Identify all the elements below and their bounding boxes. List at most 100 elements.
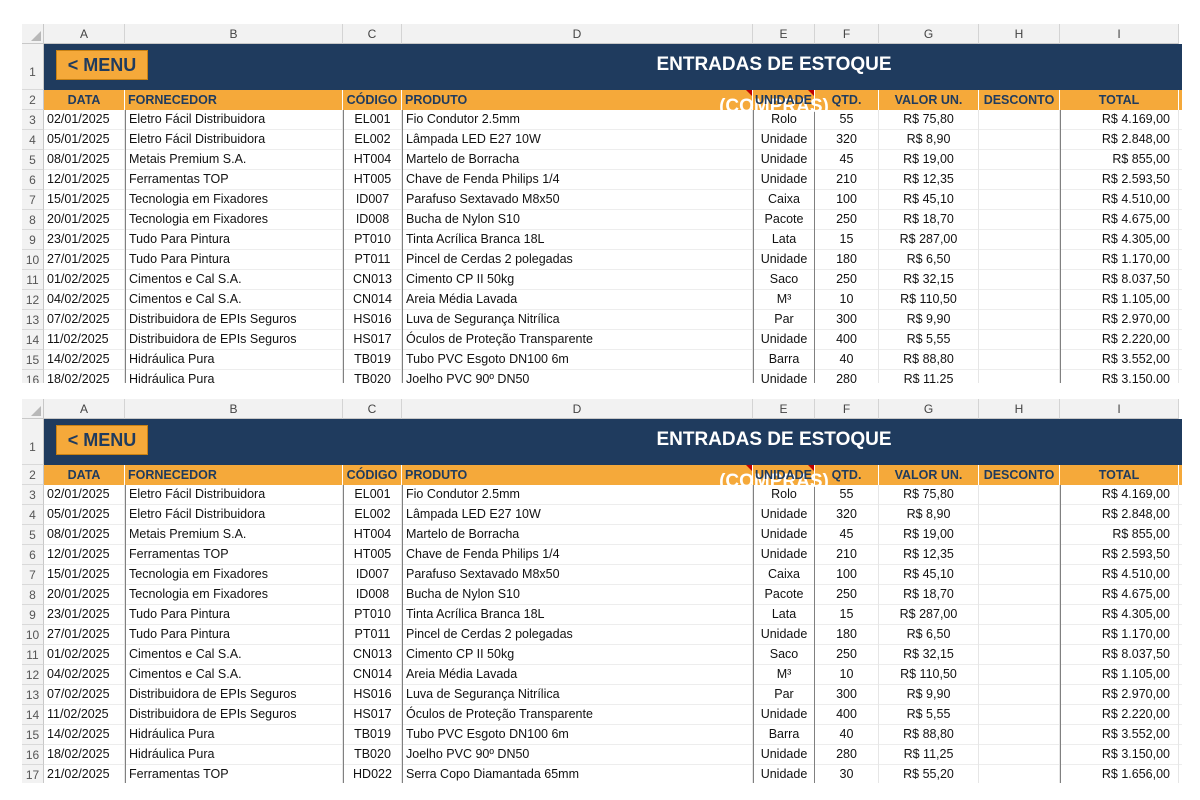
cell-valor-un[interactable]: R$ 5,55 <box>879 705 979 725</box>
cell-data[interactable]: 27/01/2025 <box>44 250 125 270</box>
cell-unidade[interactable]: Pacote <box>753 585 815 605</box>
cell-produto[interactable]: Bucha de Nylon S10 <box>402 210 753 230</box>
cell-codigo[interactable]: CN014 <box>343 665 402 685</box>
header-unidade[interactable]: UNIDADE <box>753 465 815 485</box>
cell-desconto[interactable] <box>979 170 1060 190</box>
cell-data[interactable]: 27/01/2025 <box>44 625 125 645</box>
cell-fornecedor[interactable]: Tudo Para Pintura <box>125 230 343 250</box>
cell-total[interactable]: R$ 3.150,00 <box>1060 370 1179 383</box>
cell-unidade[interactable]: Par <box>753 310 815 330</box>
cell-data[interactable]: 04/02/2025 <box>44 665 125 685</box>
column-header-d[interactable]: D <box>402 399 753 419</box>
cell-codigo[interactable]: HD022 <box>343 765 402 783</box>
cell-data[interactable]: 12/01/2025 <box>44 170 125 190</box>
cell-qtd[interactable]: 180 <box>815 250 879 270</box>
cell-data[interactable]: 02/01/2025 <box>44 110 125 130</box>
cell-total[interactable]: R$ 8.037,50 <box>1060 270 1179 290</box>
header-qtd[interactable]: QTD. <box>815 465 879 485</box>
cell-desconto[interactable] <box>979 485 1060 505</box>
row-number[interactable]: 17 <box>22 765 44 783</box>
cell-data[interactable]: 15/01/2025 <box>44 565 125 585</box>
cell-data[interactable]: 05/01/2025 <box>44 130 125 150</box>
cell-fornecedor[interactable]: Tudo Para Pintura <box>125 250 343 270</box>
cell-desconto[interactable] <box>979 545 1060 565</box>
cell-unidade[interactable]: Unidade <box>753 150 815 170</box>
cell-valor-un[interactable]: R$ 8,90 <box>879 505 979 525</box>
cell-total[interactable]: R$ 1.105,00 <box>1060 665 1179 685</box>
cell-total[interactable]: R$ 1.170,00 <box>1060 625 1179 645</box>
cell-qtd[interactable]: 100 <box>815 190 879 210</box>
row-number[interactable]: 14 <box>22 330 44 350</box>
header-produto[interactable]: PRODUTO <box>402 90 753 110</box>
cell-total[interactable]: R$ 2.970,00 <box>1060 685 1179 705</box>
header-desconto[interactable]: DESCONTO <box>979 90 1060 110</box>
cell-qtd[interactable]: 100 <box>815 565 879 585</box>
cell-fornecedor[interactable]: Distribuidora de EPIs Seguros <box>125 310 343 330</box>
cell-qtd[interactable]: 55 <box>815 485 879 505</box>
row-number[interactable]: 5 <box>22 525 44 545</box>
cell-desconto[interactable] <box>979 330 1060 350</box>
cell-unidade[interactable]: M³ <box>753 290 815 310</box>
cell-fornecedor[interactable]: Hidráulica Pura <box>125 370 343 383</box>
cell-total[interactable]: R$ 2.593,50 <box>1060 545 1179 565</box>
cell-fornecedor[interactable]: Hidráulica Pura <box>125 745 343 765</box>
cell-produto[interactable]: Fio Condutor 2.5mm <box>402 485 753 505</box>
cell-codigo[interactable]: PT010 <box>343 230 402 250</box>
cell-unidade[interactable]: Unidade <box>753 625 815 645</box>
cell-total[interactable]: R$ 4.675,00 <box>1060 210 1179 230</box>
column-header-i[interactable]: I <box>1060 399 1179 419</box>
cell-total[interactable]: R$ 1.105,00 <box>1060 290 1179 310</box>
cell-total[interactable]: R$ 1.656,00 <box>1060 765 1179 783</box>
cell-produto[interactable]: Cimento CP II 50kg <box>402 645 753 665</box>
cell-produto[interactable]: Martelo de Borracha <box>402 150 753 170</box>
cell-codigo[interactable]: TB019 <box>343 725 402 745</box>
cell-valor-un[interactable]: R$ 55,20 <box>879 765 979 783</box>
cell-valor-un[interactable]: R$ 287,00 <box>879 605 979 625</box>
header-desconto[interactable]: DESCONTO <box>979 465 1060 485</box>
cell-desconto[interactable] <box>979 525 1060 545</box>
cell-qtd[interactable]: 15 <box>815 605 879 625</box>
cell-unidade[interactable]: Caixa <box>753 565 815 585</box>
cell-data[interactable]: 18/02/2025 <box>44 745 125 765</box>
cell-data[interactable]: 02/01/2025 <box>44 485 125 505</box>
cell-codigo[interactable]: EL002 <box>343 505 402 525</box>
cell-fornecedor[interactable]: Ferramentas TOP <box>125 170 343 190</box>
cell-produto[interactable]: Cimento CP II 50kg <box>402 270 753 290</box>
cell-codigo[interactable]: ID007 <box>343 190 402 210</box>
cell-data[interactable]: 07/02/2025 <box>44 310 125 330</box>
header-fornecedor[interactable]: FORNECEDOR <box>125 90 343 110</box>
cell-fornecedor[interactable]: Tudo Para Pintura <box>125 625 343 645</box>
cell-desconto[interactable] <box>979 745 1060 765</box>
cell-unidade[interactable]: Caixa <box>753 190 815 210</box>
cell-fornecedor[interactable]: Eletro Fácil Distribuidora <box>125 130 343 150</box>
cell-data[interactable]: 15/01/2025 <box>44 190 125 210</box>
column-header-d[interactable]: D <box>402 24 753 44</box>
cell-total[interactable]: R$ 3.150,00 <box>1060 745 1179 765</box>
column-header-i[interactable]: I <box>1060 24 1179 44</box>
cell-valor-un[interactable]: R$ 19,00 <box>879 525 979 545</box>
cell-valor-un[interactable]: R$ 18,70 <box>879 210 979 230</box>
cell-total[interactable]: R$ 4.169,00 <box>1060 485 1179 505</box>
row-number[interactable]: 3 <box>22 485 44 505</box>
cell-qtd[interactable]: 30 <box>815 765 879 783</box>
cell-desconto[interactable] <box>979 605 1060 625</box>
cell-produto[interactable]: Martelo de Borracha <box>402 525 753 545</box>
row-number[interactable]: 12 <box>22 665 44 685</box>
cell-qtd[interactable]: 15 <box>815 230 879 250</box>
cell-total[interactable]: R$ 2.593,50 <box>1060 170 1179 190</box>
cell-qtd[interactable]: 210 <box>815 545 879 565</box>
cell-unidade[interactable]: Barra <box>753 725 815 745</box>
cell-unidade[interactable]: Rolo <box>753 110 815 130</box>
menu-button[interactable]: < MENU <box>56 425 148 455</box>
row-number[interactable]: 4 <box>22 505 44 525</box>
cell-codigo[interactable]: ID008 <box>343 585 402 605</box>
cell-total[interactable]: R$ 1.170,00 <box>1060 250 1179 270</box>
cell-total[interactable]: R$ 2.848,00 <box>1060 505 1179 525</box>
cell-unidade[interactable]: Unidade <box>753 505 815 525</box>
cell-fornecedor[interactable]: Ferramentas TOP <box>125 545 343 565</box>
cell-fornecedor[interactable]: Cimentos e Cal S.A. <box>125 665 343 685</box>
cell-desconto[interactable] <box>979 505 1060 525</box>
row-number[interactable]: 11 <box>22 270 44 290</box>
row-number[interactable]: 7 <box>22 565 44 585</box>
cell-qtd[interactable]: 250 <box>815 585 879 605</box>
